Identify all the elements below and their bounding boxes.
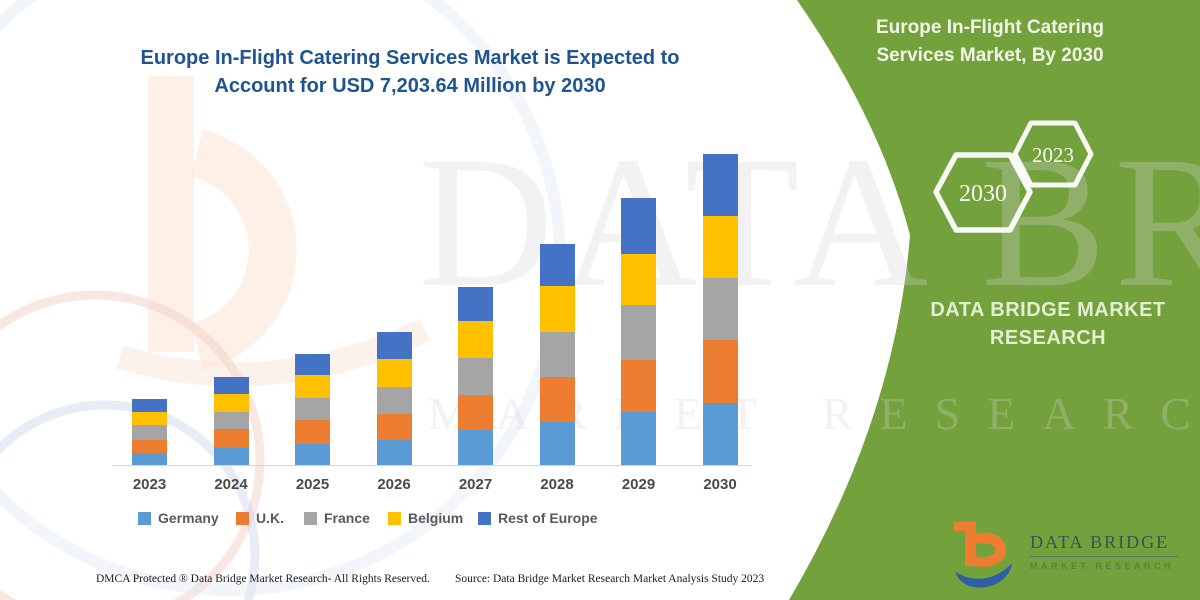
bar-segment-u-k-2025 [295,420,330,444]
bar-segment-rest-of-europe-2027 [458,287,493,321]
bar-segment-rest-of-europe-2024 [213,377,249,394]
legend-label-u-k: U.K. [256,510,284,526]
legend-label-rest-of-europe: Rest of Europe [498,510,598,526]
hexagon-badges: 2030 2023 [933,120,1094,233]
bar-segment-germany-2026 [376,440,412,465]
logo-subtext: MARKET RESEARCH [1030,561,1175,571]
bar-segment-germany-2024 [213,448,249,465]
legend-label-belgium: Belgium [408,510,464,526]
panel-heading-line1: Europe In-Flight Catering [876,17,1104,38]
bar-segment-belgium-2027 [458,321,493,358]
bar-segment-u-k-2028 [539,377,575,422]
bar-segment-france-2028 [539,332,575,377]
x-axis-label-2030: 2030 [703,476,737,493]
footer-source-text: Source: Data Bridge Market Research Mark… [455,573,765,585]
bar-segment-u-k-2030 [702,340,738,403]
bar-segment-germany-2028 [539,422,575,465]
bar-segment-germany-2027 [458,430,493,465]
legend-item-u-k: U.K. [236,510,284,526]
legend-swatch-u-k [236,511,249,525]
bar-segment-france-2030 [702,278,738,340]
x-axis-label-2027: 2027 [458,476,493,493]
bar-segment-france-2023 [132,425,167,440]
x-axis-label-2028: 2028 [540,476,574,493]
chart-title: Europe In-Flight Catering Services Marke… [90,44,730,100]
legend-label-france: France [324,510,370,526]
bar-segment-rest-of-europe-2028 [539,244,575,286]
footer-dmca-text: DMCA Protected ® Data Bridge Market Rese… [96,573,430,585]
x-axis-line [112,465,752,466]
bar-segment-germany-2023 [132,453,167,465]
bar-segment-u-k-2023 [132,440,167,453]
bar-segment-belgium-2026 [376,359,412,387]
data-bridge-logo: DATA BRIDGE MARKET RESEARCH [952,518,1192,594]
bar-segment-rest-of-europe-2023 [132,399,167,412]
bar-segment-u-k-2024 [213,429,249,448]
x-axis-label-2025: 2025 [295,476,330,493]
bar-segment-rest-of-europe-2026 [376,332,412,359]
bar-segment-belgium-2024 [213,394,249,412]
legend-item-rest-of-europe: Rest of Europe [478,510,598,526]
bar-segment-rest-of-europe-2030 [702,154,738,216]
bar-2024 [213,377,249,465]
panel-heading-line2: Services Market, By 2030 [876,45,1104,66]
data-bridge-logo-icon [954,522,1012,588]
panel-brand-text: DATA BRIDGE MARKET RESEARCH [917,296,1179,352]
logo-wordmark: DATA BRIDGE [1030,532,1170,552]
panel-brand-line1: DATA BRIDGE MARKET [930,299,1166,321]
legend-swatch-rest-of-europe [478,511,491,525]
legend-label-germany: Germany [158,510,219,526]
bar-segment-germany-2029 [621,412,656,465]
bar-segment-germany-2025 [295,444,330,465]
bar-segment-france-2024 [213,412,249,429]
bar-2026 [376,332,412,465]
panel-brand-line2: RESEARCH [989,327,1107,349]
bar-segment-belgium-2030 [702,216,738,278]
bar-segment-u-k-2027 [458,395,493,430]
bar-2025 [295,354,330,465]
bar-segment-belgium-2023 [132,412,167,425]
bar-segment-belgium-2025 [295,375,330,398]
bar-segment-france-2026 [376,387,412,414]
legend-swatch-france [304,511,317,525]
plot-area [112,154,752,465]
x-axis-label-2029: 2029 [621,476,656,493]
legend-swatch-germany [138,511,151,525]
legend-item-france: France [304,510,370,526]
bar-segment-france-2029 [621,305,656,360]
hexagon-2030-outline [933,152,1033,233]
hexagon-2023-outline [1012,120,1094,188]
x-axis-label-2026: 2026 [377,476,411,493]
legend-item-belgium: Belgium [388,510,463,526]
bar-segment-france-2027 [458,358,493,395]
bar-segment-u-k-2026 [376,414,412,440]
stacked-bar-chart: 2023 2024 2025 2026 2027 2028 2029 2030 Germany… [112,150,752,550]
bar-segment-belgium-2029 [621,254,656,305]
hexagon-2023-label: 2023 [1032,143,1074,167]
x-axis-label-2024: 2024 [214,476,248,493]
bar-segment-belgium-2028 [539,286,575,332]
legend-item-germany: Germany [138,510,219,526]
logo-divider [1030,556,1178,557]
hexagon-2030-label: 2030 [959,181,1007,207]
bar-2030 [702,154,738,465]
x-axis-label-2023: 2023 [132,476,167,493]
bar-segment-rest-of-europe-2025 [295,354,330,375]
bar-2023 [132,399,167,465]
bar-segment-u-k-2029 [621,360,656,412]
chart-title-line1: Europe In-Flight Catering Services Marke… [140,47,680,69]
chart-legend: Germany U.K. France Belgium Rest of Europe [112,510,752,530]
bar-2027 [458,287,493,465]
bar-segment-germany-2030 [702,403,738,465]
chart-title-line2: Account for USD 7,203.64 Million by 2030 [214,75,606,97]
bar-segment-france-2025 [295,398,330,420]
panel-heading: Europe In-Flight Catering Services Marke… [852,14,1128,70]
bar-2029 [621,198,656,465]
bar-segment-rest-of-europe-2029 [621,198,656,254]
legend-swatch-belgium [388,511,401,525]
bar-2028 [539,244,575,465]
